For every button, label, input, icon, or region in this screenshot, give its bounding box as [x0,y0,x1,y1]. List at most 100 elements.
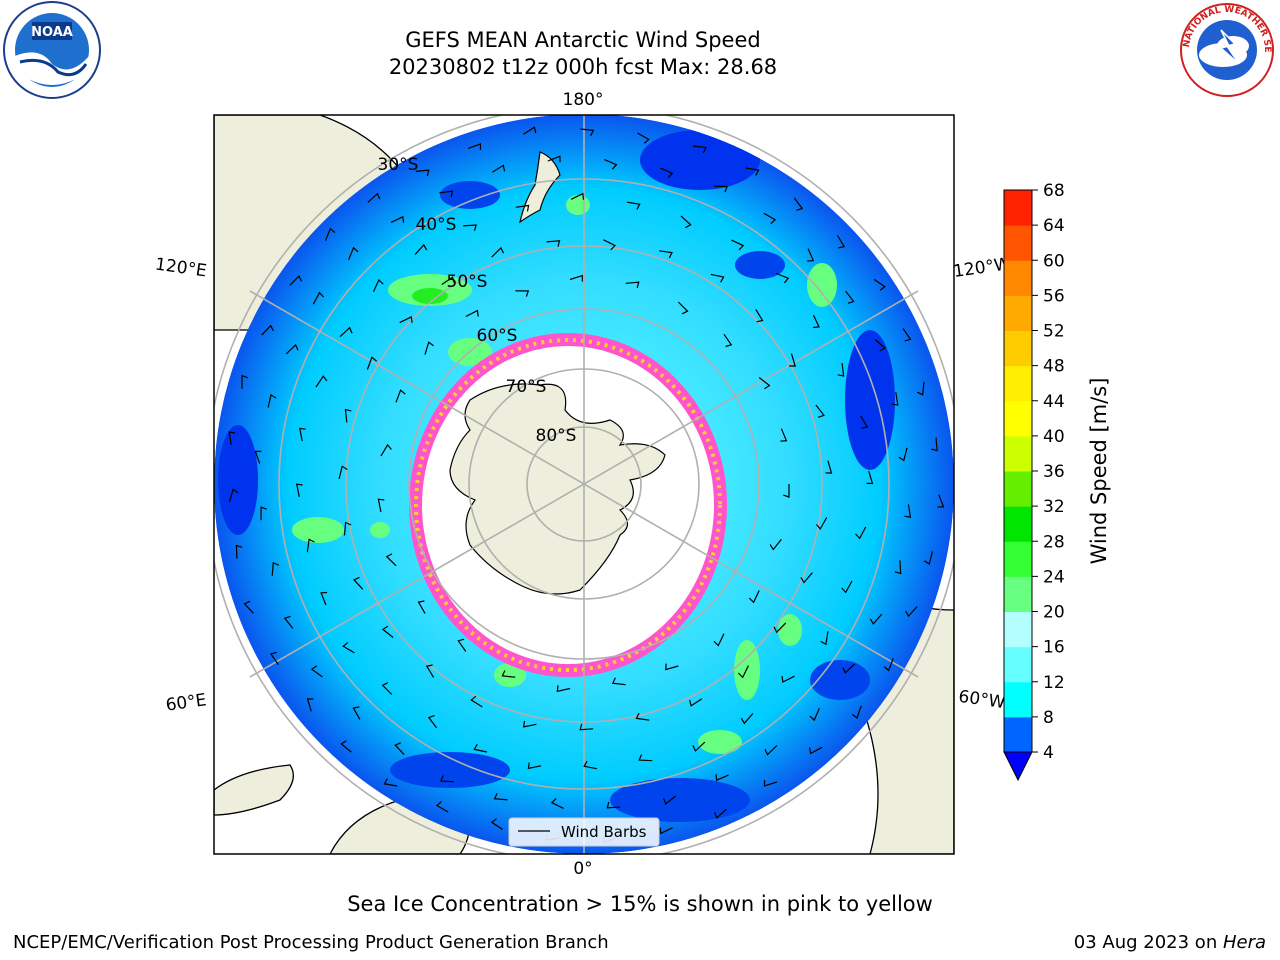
wind-barb [603,239,617,251]
wind-barb [866,470,874,485]
footer-left: NCEP/EMC/Verification Post Processing Pr… [13,932,609,953]
footer-right: 03 Aug 2023 on Hera [1074,932,1266,954]
wind-barb [493,792,508,801]
colorbar-tick-label: 56 [1043,286,1065,306]
wind-barb [415,169,430,177]
wind-barb [923,551,934,565]
page-title-line2: 20230802 t12z 000h fcst Max: 28.68 [388,55,778,79]
wind-barb [414,243,428,255]
wind-barb [381,682,393,695]
wind-barb [490,818,503,830]
wind-barb [395,389,406,403]
wind-barb [267,393,277,408]
wind-barb [366,356,377,370]
wind-barb [283,615,294,629]
wind-barb [755,309,764,323]
wind-barb [580,128,595,137]
wind-barb [891,392,899,406]
wind-barb [550,797,564,809]
colorbar-tick-label: 4 [1043,743,1054,763]
wind-barb [390,215,405,223]
wind-barb [491,164,506,173]
wind-barb [441,276,455,285]
lon-label-180: 180° [563,90,604,110]
wind-barb [515,290,530,297]
antarctica-landmass [449,383,666,595]
colorbar-segment [1004,506,1032,542]
wind-barb [228,488,239,503]
colorbar-segment [1004,365,1032,402]
lon-label-120w: 120°W [952,254,1012,282]
wind-barb [758,377,771,390]
wind-barb [883,658,894,672]
caption: Sea Ice Concentration > 15% is shown in … [347,892,933,916]
wind-barb [367,192,381,203]
wind-barb [800,572,813,584]
lat-label-30s: 30°S [378,155,419,175]
wind-barb [473,743,488,753]
wind-barb [740,713,754,725]
wind-barb [470,695,483,708]
wind-barb [312,291,325,305]
wind-barb [611,677,626,686]
colorbar-segment [1004,611,1032,648]
colorbar-segment [1004,471,1032,507]
colorbar-label: Wind Speed [m/s] [1087,378,1111,565]
wind-barb [344,408,352,423]
wind-barb [343,521,352,536]
lat-label-60s: 60°S [477,326,518,346]
wind-barb [692,145,707,154]
wind-barb [269,651,279,665]
wind-barb [677,301,689,315]
wind-barb [425,664,435,678]
noaa-logo-text: NOAA [31,25,73,40]
wind-barb [723,333,733,348]
lat-label-80s: 80°S [536,426,577,446]
colorbar-segment [1004,681,1032,718]
wind-barb [713,808,727,819]
wind-barb [820,631,829,646]
colorbar-tick-label: 68 [1043,181,1065,201]
wind-barb [339,326,353,338]
wind-barb [625,281,640,289]
wind-barb [894,560,902,575]
wind-barb [546,240,561,247]
wind-barb [837,363,845,377]
colorbar-segment [1004,576,1032,612]
colorbar-segment [1004,541,1032,577]
wind-barb [383,778,398,787]
colorbar-tick-label: 12 [1043,673,1065,693]
wind-barb [285,343,299,355]
wind-barb [228,431,236,445]
wind-barb [873,278,886,291]
wind-barb [635,712,650,721]
colorbar-segment [1004,295,1032,331]
footer-host: Hera [1222,932,1266,953]
wind-barb [680,215,692,229]
page-title-line1: GEFS MEAN Antarctic Wind Speed [405,28,761,52]
wind-barb [783,484,790,498]
wind-barb [342,641,355,654]
wind-barb [937,494,945,508]
colorbar-tick-label: 24 [1043,567,1065,587]
wind-barb [713,633,725,647]
wind-barb [638,754,653,762]
colorbar-tick-label: 8 [1043,708,1054,728]
lon-label-0: 0° [573,859,592,879]
wind-barb [780,428,788,442]
wind-barb [812,314,820,329]
wind-barb [659,827,673,835]
wind-barb [417,600,426,614]
wind-barb [457,638,467,652]
wind-barb [306,538,315,553]
wind-barb [385,553,397,567]
wind-barb [515,204,530,212]
wind-barb [394,742,405,756]
wind-barb [315,375,328,388]
wind-barb [851,705,862,719]
wind-barb [763,779,777,787]
wind-barb [465,309,479,318]
wind-barb [781,675,795,683]
wind-barb [775,272,790,284]
